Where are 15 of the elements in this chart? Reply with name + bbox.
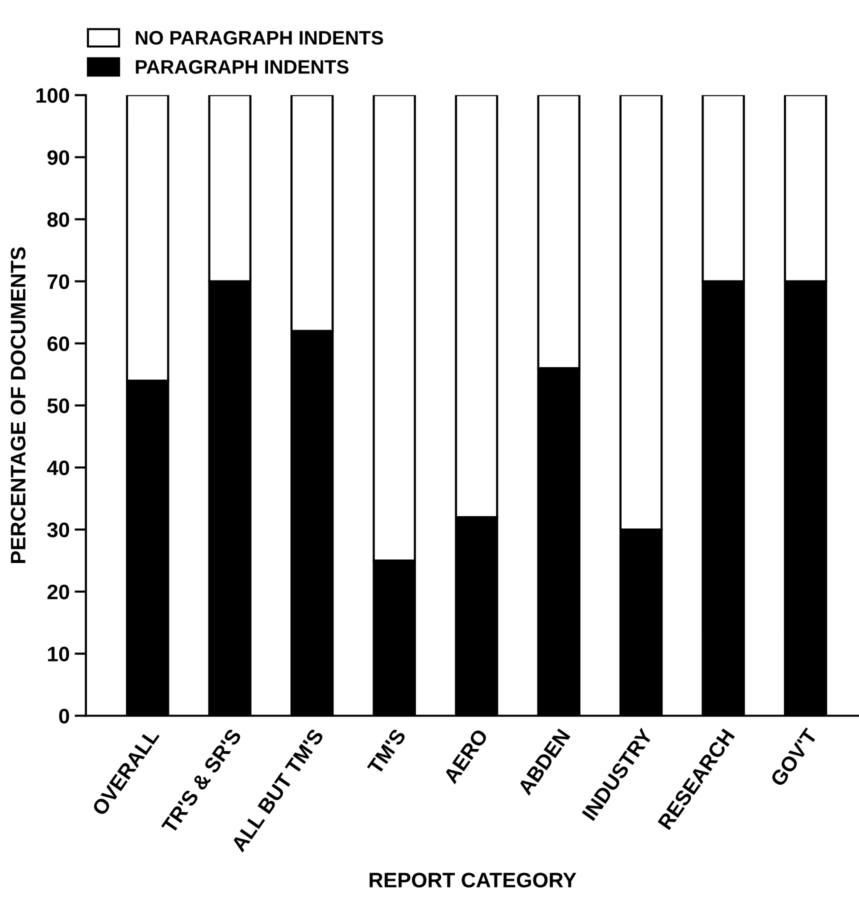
y-tick-label: 0 bbox=[59, 708, 70, 724]
y-tick-label: 10 bbox=[48, 646, 70, 662]
y-tick-label: 100 bbox=[36, 88, 70, 103]
y-tick-label: 80 bbox=[47, 212, 70, 228]
y-tick-label: 20 bbox=[47, 584, 70, 600]
y-axis-title: PERCENTAGE OF DOCUMENTS bbox=[10, 247, 26, 564]
y-tick-label: 70 bbox=[48, 274, 70, 290]
y-tick-label: 90 bbox=[47, 150, 70, 165]
x-axis-title: REPORT CATEGORY bbox=[370, 872, 576, 888]
y-tick-label: 30 bbox=[47, 522, 70, 538]
y-tick-label: 60 bbox=[48, 336, 70, 352]
y-tick-label: 50 bbox=[47, 398, 70, 414]
y-tick-label: 40 bbox=[47, 460, 70, 476]
legend-label: PARAGRAPH INDENTS bbox=[136, 60, 348, 74]
legend-label: NO PARAGRAPH INDENTS bbox=[136, 30, 384, 45]
